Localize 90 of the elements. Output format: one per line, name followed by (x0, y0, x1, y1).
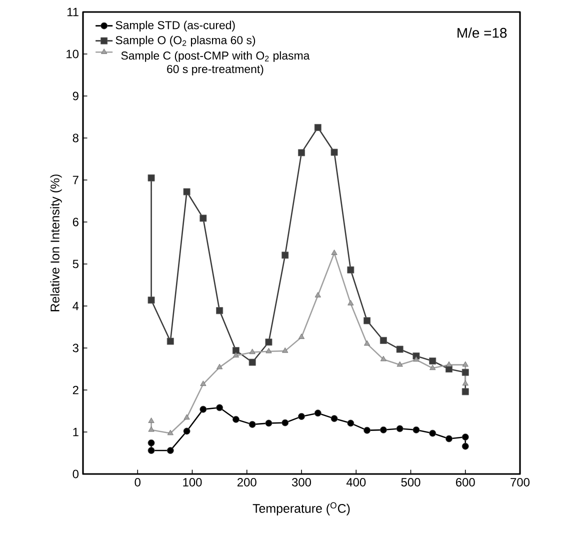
annotation: M/e =18 (458, 28, 507, 38)
point (429, 358, 436, 365)
point (364, 340, 370, 346)
point (183, 188, 190, 196)
point (462, 442, 469, 450)
point (216, 307, 224, 314)
point (282, 347, 288, 353)
point (446, 361, 452, 367)
x-tick-label: 500 (401, 478, 420, 486)
point (166, 338, 174, 345)
point (462, 388, 469, 396)
point (330, 148, 338, 156)
y-tick-label: 10 (66, 50, 79, 58)
point (462, 434, 469, 441)
point (380, 356, 386, 362)
point (462, 361, 468, 367)
x-tick-label: 200 (237, 478, 256, 486)
point (216, 404, 224, 412)
point (396, 346, 404, 353)
point (412, 426, 420, 434)
y-tick-label: 2 (72, 386, 78, 394)
point (396, 361, 403, 367)
point (462, 368, 469, 376)
point (166, 446, 174, 454)
point (265, 420, 272, 427)
point (430, 364, 436, 370)
point (347, 266, 354, 274)
point (314, 410, 322, 417)
point (148, 426, 154, 432)
x-tick-label: 400 (346, 478, 366, 486)
point (282, 252, 289, 259)
y-tick-label: 4 (72, 302, 79, 310)
point (184, 414, 190, 420)
point (298, 149, 305, 156)
point (380, 336, 387, 344)
point (232, 352, 239, 358)
point (148, 418, 154, 423)
point (167, 430, 174, 436)
y-tick-label: 11 (67, 8, 78, 16)
x-axis-title: Temperature ($^{O}$C) (252, 502, 350, 516)
point (216, 364, 223, 370)
legend-label: Sample C (post-CMP with O$_{2}$ plasma 60 s pre-treatment) (121, 51, 310, 76)
y-axis-title: Relative Ion Intensity (%) (50, 174, 62, 312)
point (248, 420, 256, 428)
point (148, 446, 155, 454)
point (148, 296, 155, 304)
point (380, 426, 387, 434)
x-tick-label: 100 (183, 478, 202, 486)
y-tick-label: 6 (72, 218, 78, 226)
y-tick-label: 8 (72, 134, 78, 142)
y-tick-label: 7 (72, 176, 78, 184)
point (429, 430, 436, 437)
point (200, 406, 207, 413)
point (314, 124, 322, 131)
y-tick-label: 9 (72, 92, 78, 100)
y-tick-label: 1 (73, 428, 78, 436)
point (298, 334, 305, 339)
point (232, 347, 240, 354)
x-tick-label: 600 (456, 478, 475, 486)
x-tick-label: 300 (292, 478, 312, 486)
point (348, 300, 354, 306)
point (298, 412, 305, 420)
point (396, 425, 404, 432)
point (282, 419, 289, 426)
point (330, 415, 338, 422)
y-tick-label: 0 (72, 470, 79, 478)
point (331, 250, 338, 255)
point (249, 348, 256, 354)
point (364, 317, 371, 324)
point (183, 428, 190, 435)
point (347, 420, 354, 427)
x-tick-label: 0 (134, 478, 140, 486)
point (462, 380, 468, 386)
legend-label: Sample O (O$_{2}$ plasma 60 s) (116, 36, 256, 46)
point (446, 435, 452, 442)
point (413, 356, 420, 362)
legend-label: Sample STD (as-cured) (116, 20, 235, 32)
point (314, 292, 321, 298)
point (200, 214, 207, 222)
point (364, 426, 371, 434)
point (232, 416, 240, 423)
x-tick-label: 700 (510, 478, 530, 486)
point (248, 358, 256, 366)
point (266, 348, 272, 354)
point (265, 338, 272, 346)
point (200, 380, 206, 386)
y-tick-label: 5 (72, 260, 78, 268)
point (148, 439, 155, 446)
point (148, 174, 155, 182)
y-tick-label: 3 (72, 344, 78, 352)
